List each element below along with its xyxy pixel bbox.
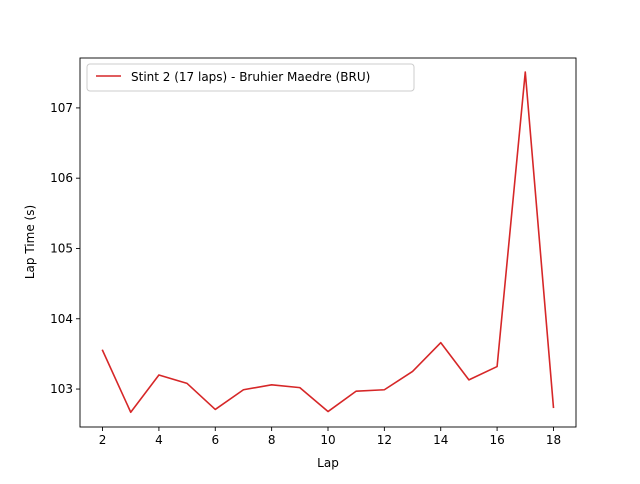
legend-box [86,63,415,92]
y-tick-label: 104 [50,312,73,326]
x-tick-label: 14 [433,433,448,447]
series-line-0 [101,71,555,414]
x-tick-label: 4 [155,433,163,447]
x-tick-label: 8 [268,433,276,447]
plot-area [101,71,555,414]
x-tick-label: 2 [99,433,107,447]
y-tick-label: 105 [50,241,73,255]
x-tick-label: 18 [546,433,561,447]
x-tick-label: 6 [211,433,219,447]
legend-entry-label: Stint 2 (17 laps) - Bruhier Maedre (BRU) [131,70,370,84]
legend: Stint 2 (17 laps) - Bruhier Maedre (BRU) [86,63,415,92]
y-tick-label: 107 [50,101,73,115]
axes: 2 4 6 8 10 12 14 16 18 103 104 105 106 107 [50,57,577,447]
y-tick-label: 103 [50,382,73,396]
y-tick-label: 106 [50,171,73,185]
x-axis-label: Lap [317,456,339,470]
y-axis-label: Lap Time (s) [23,205,37,279]
x-tick-label: 16 [489,433,504,447]
x-tick-label: 10 [320,433,335,447]
x-tick-label: 12 [377,433,392,447]
